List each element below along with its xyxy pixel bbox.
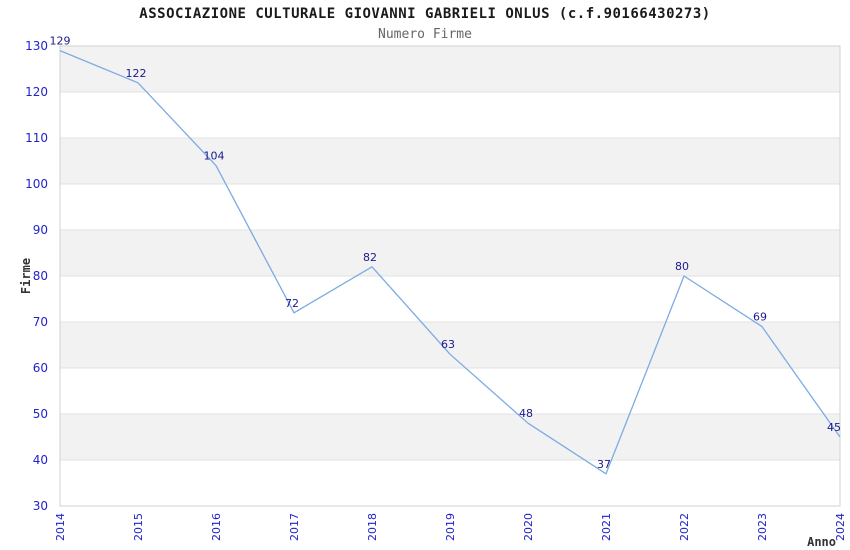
y-tick-label: 80: [33, 269, 48, 283]
plot-band: [60, 138, 840, 184]
data-line: [59, 49, 841, 475]
data-point-label: 80: [675, 260, 689, 273]
x-tick-label: 2014: [54, 513, 67, 541]
plot-band: [60, 322, 840, 368]
y-tick-label: 90: [33, 223, 48, 237]
plot-border: [59, 45, 841, 507]
x-tick-label: 2023: [756, 513, 769, 541]
data-point-label: 104: [204, 150, 225, 163]
data-point-label: 45: [827, 421, 841, 434]
x-tick-label: 2021: [600, 513, 613, 541]
y-tick-label: 60: [33, 361, 48, 375]
x-tick-label: 2017: [288, 513, 301, 541]
y-tick-label: 110: [25, 131, 48, 145]
y-tick-label: 50: [33, 407, 48, 421]
y-axis-label: Firme: [19, 258, 33, 294]
y-tick-label: 70: [33, 315, 48, 329]
x-tick-label: 2016: [210, 513, 223, 541]
data-point-label: 63: [441, 338, 455, 351]
y-tick-label: 40: [33, 453, 48, 467]
y-tick-label: 30: [33, 499, 48, 513]
data-point-label: 37: [597, 458, 611, 471]
data-point-label: 122: [126, 67, 147, 80]
chart-subtitle: Numero Firme: [378, 27, 472, 42]
chart-title: ASSOCIAZIONE CULTURALE GIOVANNI GABRIELI…: [139, 6, 711, 22]
plot-band: [60, 230, 840, 276]
x-tick-label: 2015: [132, 513, 145, 541]
x-tick-label: 2022: [678, 513, 691, 541]
data-point-label: 129: [50, 35, 71, 48]
x-tick-label: 2018: [366, 513, 379, 541]
x-tick-label: 2020: [522, 513, 535, 541]
y-tick-label: 130: [25, 39, 48, 53]
x-tick-label: 2024: [834, 513, 847, 541]
y-tick-label: 100: [25, 177, 48, 191]
data-point-label: 72: [285, 297, 299, 310]
x-tick-label: 2019: [444, 513, 457, 541]
plot-band: [60, 414, 840, 460]
data-point-label: 69: [753, 311, 767, 324]
x-axis-label: Anno: [807, 535, 836, 549]
y-tick-label: 120: [25, 85, 48, 99]
data-point-label: 48: [519, 407, 533, 420]
data-point-label: 82: [363, 251, 377, 264]
plot-band: [60, 46, 840, 92]
